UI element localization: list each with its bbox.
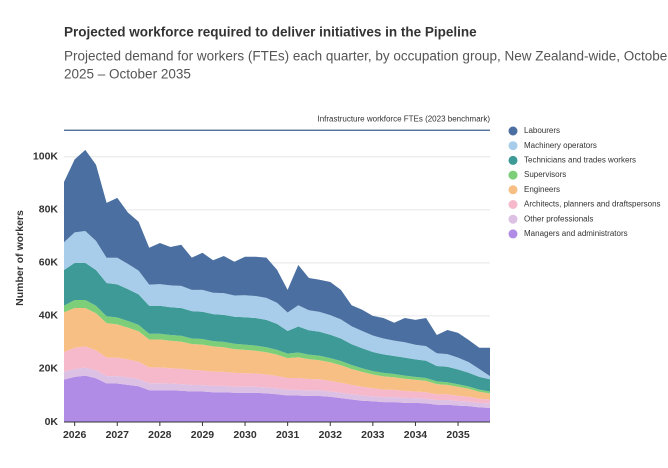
legend-swatch <box>508 214 518 224</box>
legend-label: Machinery operators <box>524 141 597 150</box>
chart-subtitle: Projected demand for workers (FTEs) each… <box>64 49 668 64</box>
area <box>64 367 490 408</box>
area <box>64 231 490 380</box>
legend-label: Engineers <box>524 185 560 194</box>
x-tick-label: 2026 <box>63 429 87 441</box>
legend-label: Architects, planners and draftspersons <box>524 200 661 209</box>
legend-swatch <box>508 126 518 136</box>
legend-label: Supervisors <box>524 170 566 179</box>
legend-swatch <box>508 200 518 209</box>
y-tick-label: 20K <box>39 363 59 375</box>
area <box>64 149 490 377</box>
area <box>64 346 490 404</box>
legend-swatch <box>508 141 518 151</box>
chart-title: Projected workforce required to deliver … <box>64 25 477 40</box>
x-tick-label: 2034 <box>404 429 428 441</box>
y-axis-title: Number of workers <box>14 210 26 306</box>
area <box>64 375 490 422</box>
legend-label: Labourers <box>524 126 560 135</box>
legend-label: Other professionals <box>524 214 593 223</box>
x-tick-label: 2030 <box>233 429 257 441</box>
legend-swatch <box>508 170 518 180</box>
legend-swatch <box>508 155 518 165</box>
y-tick-label: 40K <box>39 310 59 322</box>
legend-label: Technicians and trades workers <box>524 156 636 165</box>
area <box>64 308 490 400</box>
x-tick-label: 2032 <box>319 429 343 441</box>
legend-label: Managers and administrators <box>524 229 628 238</box>
y-tick-label: 0K <box>45 416 59 428</box>
y-tick-label: 80K <box>39 204 59 216</box>
chart-subtitle: 2025 – October 2035 <box>64 67 191 82</box>
benchmark-label: Infrastructure workforce FTEs (2023 benc… <box>317 114 490 123</box>
y-tick-label: 100K <box>33 151 59 163</box>
y-tick-label: 60K <box>39 257 59 269</box>
x-tick-label: 2029 <box>191 429 215 441</box>
x-tick-label: 2027 <box>106 429 130 441</box>
x-tick-label: 2035 <box>446 429 470 441</box>
x-tick-label: 2028 <box>148 429 172 441</box>
area <box>64 300 490 394</box>
legend-swatch <box>508 185 518 195</box>
area <box>64 262 490 392</box>
legend-swatch <box>508 229 518 239</box>
x-tick-label: 2033 <box>361 429 385 441</box>
x-tick-label: 2031 <box>276 429 300 441</box>
